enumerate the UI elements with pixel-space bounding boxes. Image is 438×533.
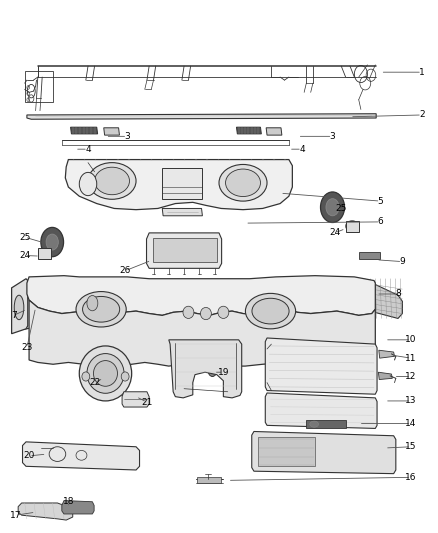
Ellipse shape xyxy=(88,163,136,199)
Bar xyxy=(306,420,346,429)
Ellipse shape xyxy=(76,292,126,327)
Text: 16: 16 xyxy=(405,473,417,482)
Polygon shape xyxy=(104,128,120,135)
Ellipse shape xyxy=(226,169,261,197)
Ellipse shape xyxy=(41,228,64,257)
Polygon shape xyxy=(162,208,202,216)
Polygon shape xyxy=(379,350,395,358)
Bar xyxy=(162,167,201,199)
Ellipse shape xyxy=(201,308,212,320)
Ellipse shape xyxy=(79,346,132,401)
Polygon shape xyxy=(363,279,403,318)
Ellipse shape xyxy=(87,353,124,393)
Polygon shape xyxy=(252,432,396,474)
Text: 9: 9 xyxy=(399,257,405,266)
Polygon shape xyxy=(237,127,261,134)
Text: 4: 4 xyxy=(299,144,305,154)
Polygon shape xyxy=(65,159,292,209)
Ellipse shape xyxy=(46,234,58,250)
Ellipse shape xyxy=(321,192,345,222)
Ellipse shape xyxy=(14,295,24,320)
Polygon shape xyxy=(62,500,94,514)
Polygon shape xyxy=(38,247,51,259)
Ellipse shape xyxy=(79,172,97,196)
Text: 15: 15 xyxy=(405,442,417,451)
Text: 22: 22 xyxy=(89,378,100,387)
Text: 7: 7 xyxy=(11,311,17,320)
Polygon shape xyxy=(27,114,376,119)
Ellipse shape xyxy=(30,292,48,317)
Text: 14: 14 xyxy=(406,419,417,428)
Polygon shape xyxy=(22,277,65,329)
Polygon shape xyxy=(22,442,140,470)
Text: 10: 10 xyxy=(405,335,417,344)
Ellipse shape xyxy=(245,293,296,329)
Text: 24: 24 xyxy=(19,251,30,260)
Text: 4: 4 xyxy=(85,144,91,154)
Polygon shape xyxy=(378,372,392,379)
Ellipse shape xyxy=(208,364,217,376)
Bar xyxy=(152,238,217,262)
Text: 26: 26 xyxy=(120,266,131,275)
Bar xyxy=(258,437,315,466)
Bar xyxy=(25,71,53,101)
Polygon shape xyxy=(169,340,242,398)
Text: 19: 19 xyxy=(218,368,229,377)
Ellipse shape xyxy=(82,296,120,322)
Text: 3: 3 xyxy=(330,132,336,141)
Ellipse shape xyxy=(82,372,90,381)
Ellipse shape xyxy=(310,421,318,427)
Ellipse shape xyxy=(34,297,44,311)
Text: 2: 2 xyxy=(419,110,425,119)
Ellipse shape xyxy=(183,306,194,318)
Text: 8: 8 xyxy=(395,289,401,298)
Ellipse shape xyxy=(87,295,98,311)
Text: 23: 23 xyxy=(21,343,32,352)
Ellipse shape xyxy=(219,165,267,201)
Text: 21: 21 xyxy=(141,398,153,407)
Bar xyxy=(197,478,221,483)
Ellipse shape xyxy=(95,167,130,195)
Text: 11: 11 xyxy=(405,354,417,362)
Text: 13: 13 xyxy=(405,397,417,406)
Polygon shape xyxy=(27,276,375,316)
Polygon shape xyxy=(147,233,222,268)
Text: 25: 25 xyxy=(336,204,347,213)
Ellipse shape xyxy=(252,298,289,324)
Text: 5: 5 xyxy=(378,197,383,206)
Bar xyxy=(359,253,380,259)
Text: 24: 24 xyxy=(329,229,340,237)
Ellipse shape xyxy=(326,199,339,216)
Text: 20: 20 xyxy=(23,451,35,461)
Polygon shape xyxy=(265,393,377,429)
Polygon shape xyxy=(71,127,98,134)
Text: 3: 3 xyxy=(124,132,130,141)
Ellipse shape xyxy=(121,372,129,381)
Polygon shape xyxy=(29,300,375,366)
Polygon shape xyxy=(265,338,377,394)
Polygon shape xyxy=(346,221,359,232)
Polygon shape xyxy=(12,279,28,334)
Ellipse shape xyxy=(93,361,117,386)
Text: 12: 12 xyxy=(406,372,417,381)
Text: 18: 18 xyxy=(63,497,74,506)
Text: 17: 17 xyxy=(10,511,22,520)
Polygon shape xyxy=(122,392,149,407)
Text: 1: 1 xyxy=(419,68,425,77)
Polygon shape xyxy=(18,503,73,520)
Polygon shape xyxy=(266,128,282,135)
Ellipse shape xyxy=(218,306,229,318)
Text: 25: 25 xyxy=(19,233,30,241)
Text: 6: 6 xyxy=(378,217,383,227)
